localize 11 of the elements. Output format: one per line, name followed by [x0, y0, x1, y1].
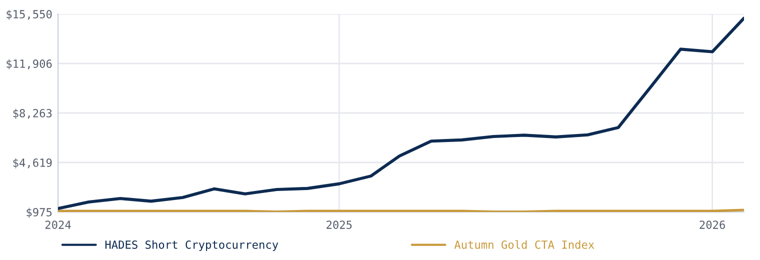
y-tick-label: $8,263	[13, 108, 52, 119]
x-tick-label: 2025	[326, 220, 352, 229]
x-tick-label: 2026	[700, 220, 725, 229]
y-tick-label: $4,619	[13, 158, 52, 168]
y-tick-label: $11,906	[6, 59, 52, 70]
legend-label: HADES Short Cryptocurrency	[105, 240, 278, 252]
x-tick-label: 2024	[45, 220, 71, 229]
y-tick-label: $15,550	[6, 10, 52, 20]
y-tick-label: $975	[26, 208, 52, 218]
line-series	[58, 16, 744, 210]
legend-label: Autumn Gold CTA Index	[454, 240, 594, 249]
